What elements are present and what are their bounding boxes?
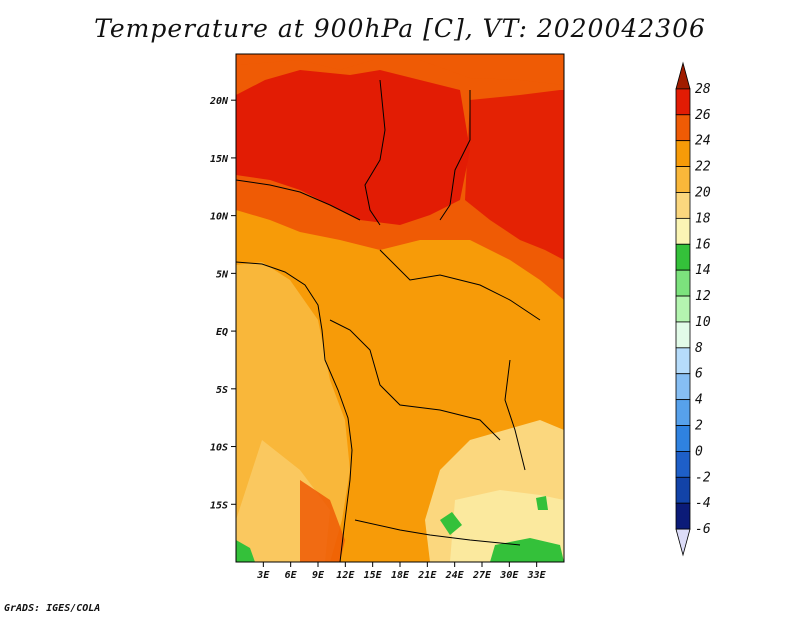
lon-tick-label: 3E: [256, 570, 270, 581]
grads-credit: GrADS: IGES/COLA: [4, 603, 101, 614]
colorbar-level-label: 6: [695, 367, 703, 382]
lat-tick-label: 10N: [210, 212, 229, 223]
chart-title: Temperature at 900hPa [C], VT: 202004230…: [94, 14, 706, 43]
border-chad-sudan: [439, 90, 471, 221]
colorbar-swatch: [675, 166, 691, 193]
colorbar-swatch-bottom-triangle: [675, 528, 691, 557]
border-niger-chad: [364, 79, 386, 226]
border-sahel: [236, 179, 361, 221]
lat-tick-label: 20N: [209, 96, 229, 107]
axis-ticks: 20N 15N 10N 5N EQ 5S 10S 15S 3E 6E 9E 12E 15E 18E 21E 2…: [209, 96, 547, 581]
colorbar-level-label: 12: [695, 289, 711, 304]
temperature-field: [236, 54, 564, 562]
colorbar-swatch: [675, 451, 691, 478]
border-east-lakes: [504, 359, 526, 471]
field-24-26-angola: [300, 480, 345, 562]
colorbar-level-label: 20: [695, 185, 711, 200]
colorbar-swatch: [675, 192, 691, 219]
colorbar-level-label: 0: [695, 444, 703, 459]
colorbar-level-label: -2: [695, 470, 711, 485]
lon-tick-label: 27E: [472, 570, 492, 581]
colorbar-swatch: [675, 140, 691, 167]
colorbar-swatch: [675, 243, 691, 271]
colorbar-level-label: 2: [695, 419, 703, 434]
field-14-16-patch-1: [440, 512, 462, 535]
field-26-28-sudan: [465, 90, 564, 260]
lat-tick-label: 5S: [216, 385, 228, 396]
lat-tick-label: EQ: [216, 327, 228, 338]
colorbar-swatch: [675, 114, 691, 142]
colorbar-level-label: -6: [695, 522, 711, 537]
colorbar-level-label: 22: [695, 160, 711, 175]
colorbar-swatch-top-triangle: [675, 61, 691, 90]
lon-tick-label: 6E: [285, 570, 298, 581]
border-angola-south: [354, 519, 521, 546]
colorbar-level-label: 16: [695, 237, 711, 252]
lat-tick-label: 10S: [210, 443, 228, 454]
lon-tick-label: 15E: [364, 570, 383, 581]
field-24-26-top: [236, 54, 564, 85]
colorbar-swatch: [675, 321, 691, 349]
colorbar-swatch: [675, 295, 691, 323]
field-26-28-sahel: [236, 70, 470, 225]
lon-tick-label: 12E: [336, 570, 355, 581]
colorbar-level-label: 24: [695, 134, 711, 149]
coastline-west: [236, 261, 353, 562]
colorbar-swatch: [675, 476, 691, 504]
colorbar-swatch: [675, 269, 691, 297]
lat-tick-label: 15N: [210, 154, 229, 165]
colorbar-level-label: 26: [695, 108, 711, 123]
lon-tick-label: 33E: [527, 570, 547, 581]
border-congo: [329, 319, 501, 441]
colorbar-level-label: 10: [695, 315, 711, 330]
lon-tick-label: 18E: [391, 570, 410, 581]
coastlines-borders: [236, 79, 541, 562]
field-14-16-patch-3: [536, 496, 548, 510]
colorbar-level-label: -4: [695, 496, 711, 511]
colorbar-swatch: [675, 373, 691, 401]
colorbar-level-label: 8: [695, 341, 703, 356]
lon-tick-label: 9E: [312, 570, 325, 581]
colorbar-swatch: [675, 425, 691, 452]
lon-tick-label: 24E: [445, 570, 465, 581]
colorbar-swatch: [675, 88, 691, 116]
colorbar-swatch: [675, 399, 691, 426]
colorbar-level-label: 14: [695, 263, 711, 278]
lat-tick-label: 5N: [216, 269, 229, 280]
border-car: [379, 249, 541, 321]
field-14-16-sw: [236, 540, 255, 562]
lon-tick-label: 21E: [417, 570, 437, 581]
colorbar-swatch: [675, 217, 691, 245]
colorbar-level-label: 18: [695, 211, 711, 226]
colorbar-swatch: [675, 347, 691, 375]
colorbar-swatch: [675, 502, 691, 530]
colorbar-level-label: 28: [695, 82, 711, 97]
lat-tick-label: 15S: [210, 500, 228, 511]
colorbar-level-label: 4: [695, 393, 703, 408]
lon-tick-label: 30E: [499, 570, 519, 581]
